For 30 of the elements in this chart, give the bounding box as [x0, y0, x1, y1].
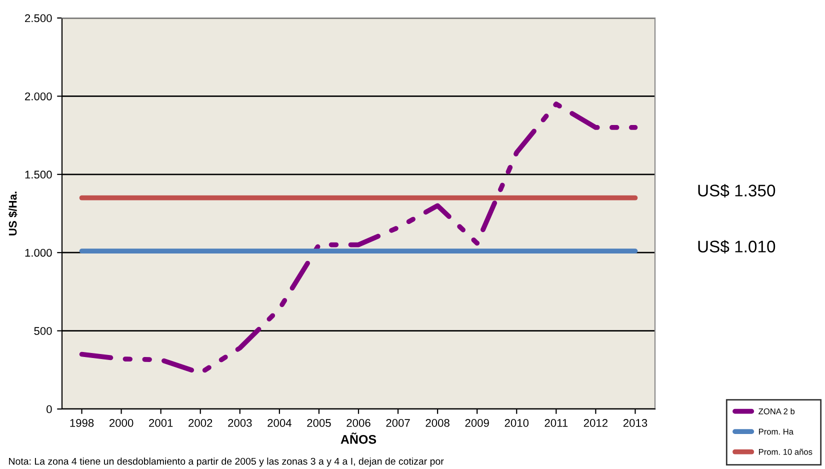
y-tick-label: 1.500 [25, 170, 52, 179]
y-axis-title: US $/Ha. [8, 192, 18, 236]
text: US$ 1.350 [698, 184, 776, 198]
line-series [79, 102, 638, 376]
y-tick-label: 0 [46, 405, 52, 414]
legend-label: Prom. 10 años [758, 448, 812, 455]
text: Nota: La zona 4 tiene un desdoblamiento a partir de 2005 y las zonas 3 a y 4 a I, dejan de cotizar por [9, 458, 444, 467]
x-tick-label: 2009 [465, 419, 489, 427]
y-tick-label: 1.000 [25, 248, 52, 257]
x-tick-label: 2001 [149, 419, 173, 427]
x-tick-label: 2002 [188, 419, 212, 427]
x-tick-label: 2004 [268, 419, 292, 427]
y-tick-label: 500 [34, 327, 52, 335]
y-tick-label: 2.500 [25, 14, 52, 22]
y-tick-label: 2.000 [25, 92, 52, 100]
x-tick-label: 2003 [228, 419, 252, 427]
x-tick-label: 1998 [70, 419, 94, 427]
x-tick-label: 2008 [426, 419, 450, 427]
x-tick-label: 2000 [110, 419, 134, 427]
x-tick-label: 2006 [346, 419, 370, 427]
x-tick-label: 2010 [504, 419, 529, 427]
text: US$ 1.010 [698, 240, 776, 254]
legend-label: Prom. Ha [758, 428, 794, 435]
x-tick-label: 2012 [584, 419, 608, 427]
x-axis-title: AÑOS [340, 432, 376, 444]
x-tick-label: 2011 [544, 419, 568, 427]
legend-label: ZONA 2 b [758, 408, 795, 414]
x-tick-label: 2007 [386, 419, 410, 427]
x-tick-label: 2005 [307, 419, 331, 427]
x-tick-label: 2013 [623, 419, 648, 427]
